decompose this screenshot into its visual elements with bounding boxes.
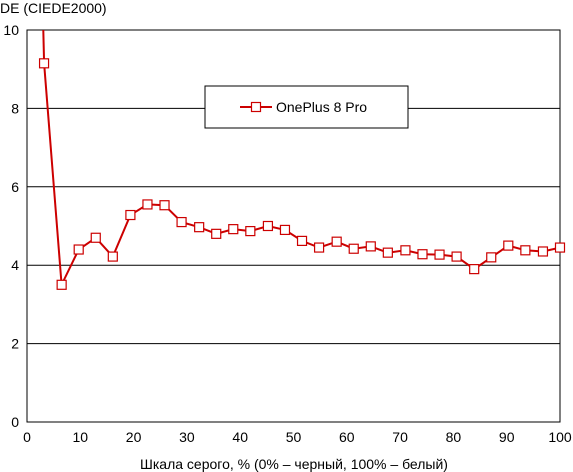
data-point [228, 224, 239, 235]
data-point [176, 216, 187, 228]
data-point [90, 232, 101, 243]
y-tick-label: 4 [11, 257, 19, 273]
y-axis-title: DE (CIEDE2000) [0, 0, 107, 16]
x-tick-label: 80 [446, 429, 462, 445]
x-tick-label: 100 [548, 429, 572, 445]
data-point [194, 222, 205, 233]
y-tick-label: 0 [11, 414, 19, 430]
x-tick-label: 40 [232, 429, 248, 445]
data-point [313, 242, 325, 253]
y-tick-label: 2 [11, 336, 19, 352]
data-point [245, 225, 256, 237]
data-point [503, 240, 514, 251]
x-axis-title: Шкала серого, % (0% – черный, 100% – бел… [140, 456, 448, 472]
data-point [348, 243, 359, 254]
plot-area [26, 29, 561, 423]
y-tick-label: 10 [3, 22, 19, 38]
x-tick-label: 90 [499, 429, 515, 445]
data-point [73, 244, 84, 255]
x-tick-label: 60 [339, 429, 355, 445]
data-point [520, 245, 531, 256]
data-point [279, 224, 291, 236]
data-point [142, 199, 153, 210]
x-tick-label: 50 [286, 429, 302, 445]
data-point [554, 242, 566, 253]
x-tick-label: 0 [23, 429, 31, 445]
y-tick-label: 6 [11, 179, 19, 195]
data-point [107, 251, 118, 262]
legend-marker [250, 101, 262, 113]
data-point [262, 220, 274, 232]
data-point [365, 241, 376, 252]
series-layer [38, 29, 566, 290]
data-point [56, 279, 67, 290]
data-point [469, 264, 480, 275]
data-point [434, 249, 445, 260]
data-point [159, 200, 170, 211]
y-tick-label: 8 [11, 100, 19, 116]
data-point [451, 251, 462, 262]
y-tick-labels: 0 2 4 6 8 10 [3, 22, 19, 430]
x-tick-label: 30 [179, 429, 195, 445]
data-point [38, 58, 50, 69]
data-point [486, 252, 497, 263]
x-tick-label: 20 [126, 429, 142, 445]
data-point [125, 209, 136, 221]
data-point [296, 235, 308, 246]
data-point [211, 228, 222, 239]
data-point [331, 236, 342, 247]
data-point [382, 247, 393, 258]
x-tick-label: 70 [392, 429, 408, 445]
legend-label: OnePlus 8 Pro [276, 99, 367, 115]
x-tick-labels: 0 10 20 30 40 50 60 70 80 90 100 [23, 429, 572, 445]
data-point [400, 245, 411, 256]
data-point [537, 246, 549, 257]
legend-box [204, 85, 409, 129]
x-tick-label: 10 [73, 429, 89, 445]
legend: OnePlus 8 Pro [204, 85, 409, 129]
gridlines [27, 107, 560, 345]
series-line [42, 29, 561, 289]
data-point [417, 249, 428, 260]
